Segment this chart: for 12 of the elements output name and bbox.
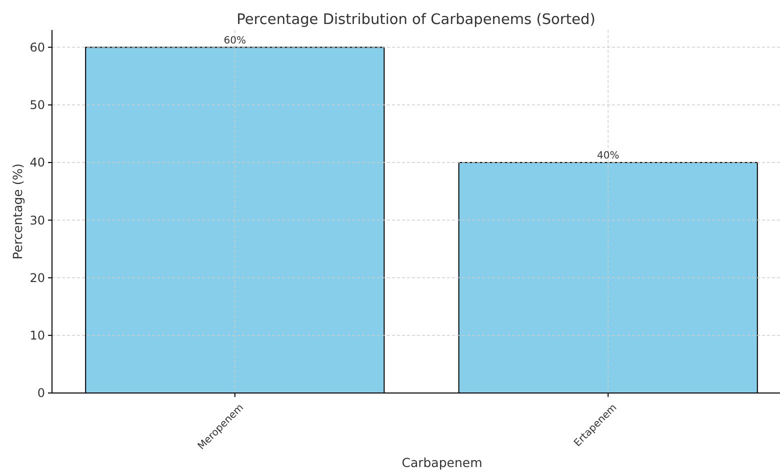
y-tick-label: 10: [30, 328, 45, 343]
chart-title: Percentage Distribution of Carbapenems (Sorted): [236, 12, 596, 28]
y-axis-title: Percentage (%): [10, 164, 25, 260]
y-tick-label: 40: [30, 156, 45, 170]
data-label: 60%: [224, 35, 246, 46]
x-axis-title: Carbapenem: [402, 455, 482, 470]
y-tick-label: 30: [30, 213, 45, 228]
y-tick-label: 50: [30, 98, 45, 112]
y-tick-label: 0: [37, 386, 45, 400]
data-label: 40%: [597, 150, 620, 162]
y-tick-label: 20: [30, 270, 45, 285]
y-tick-label: 60: [30, 40, 45, 54]
